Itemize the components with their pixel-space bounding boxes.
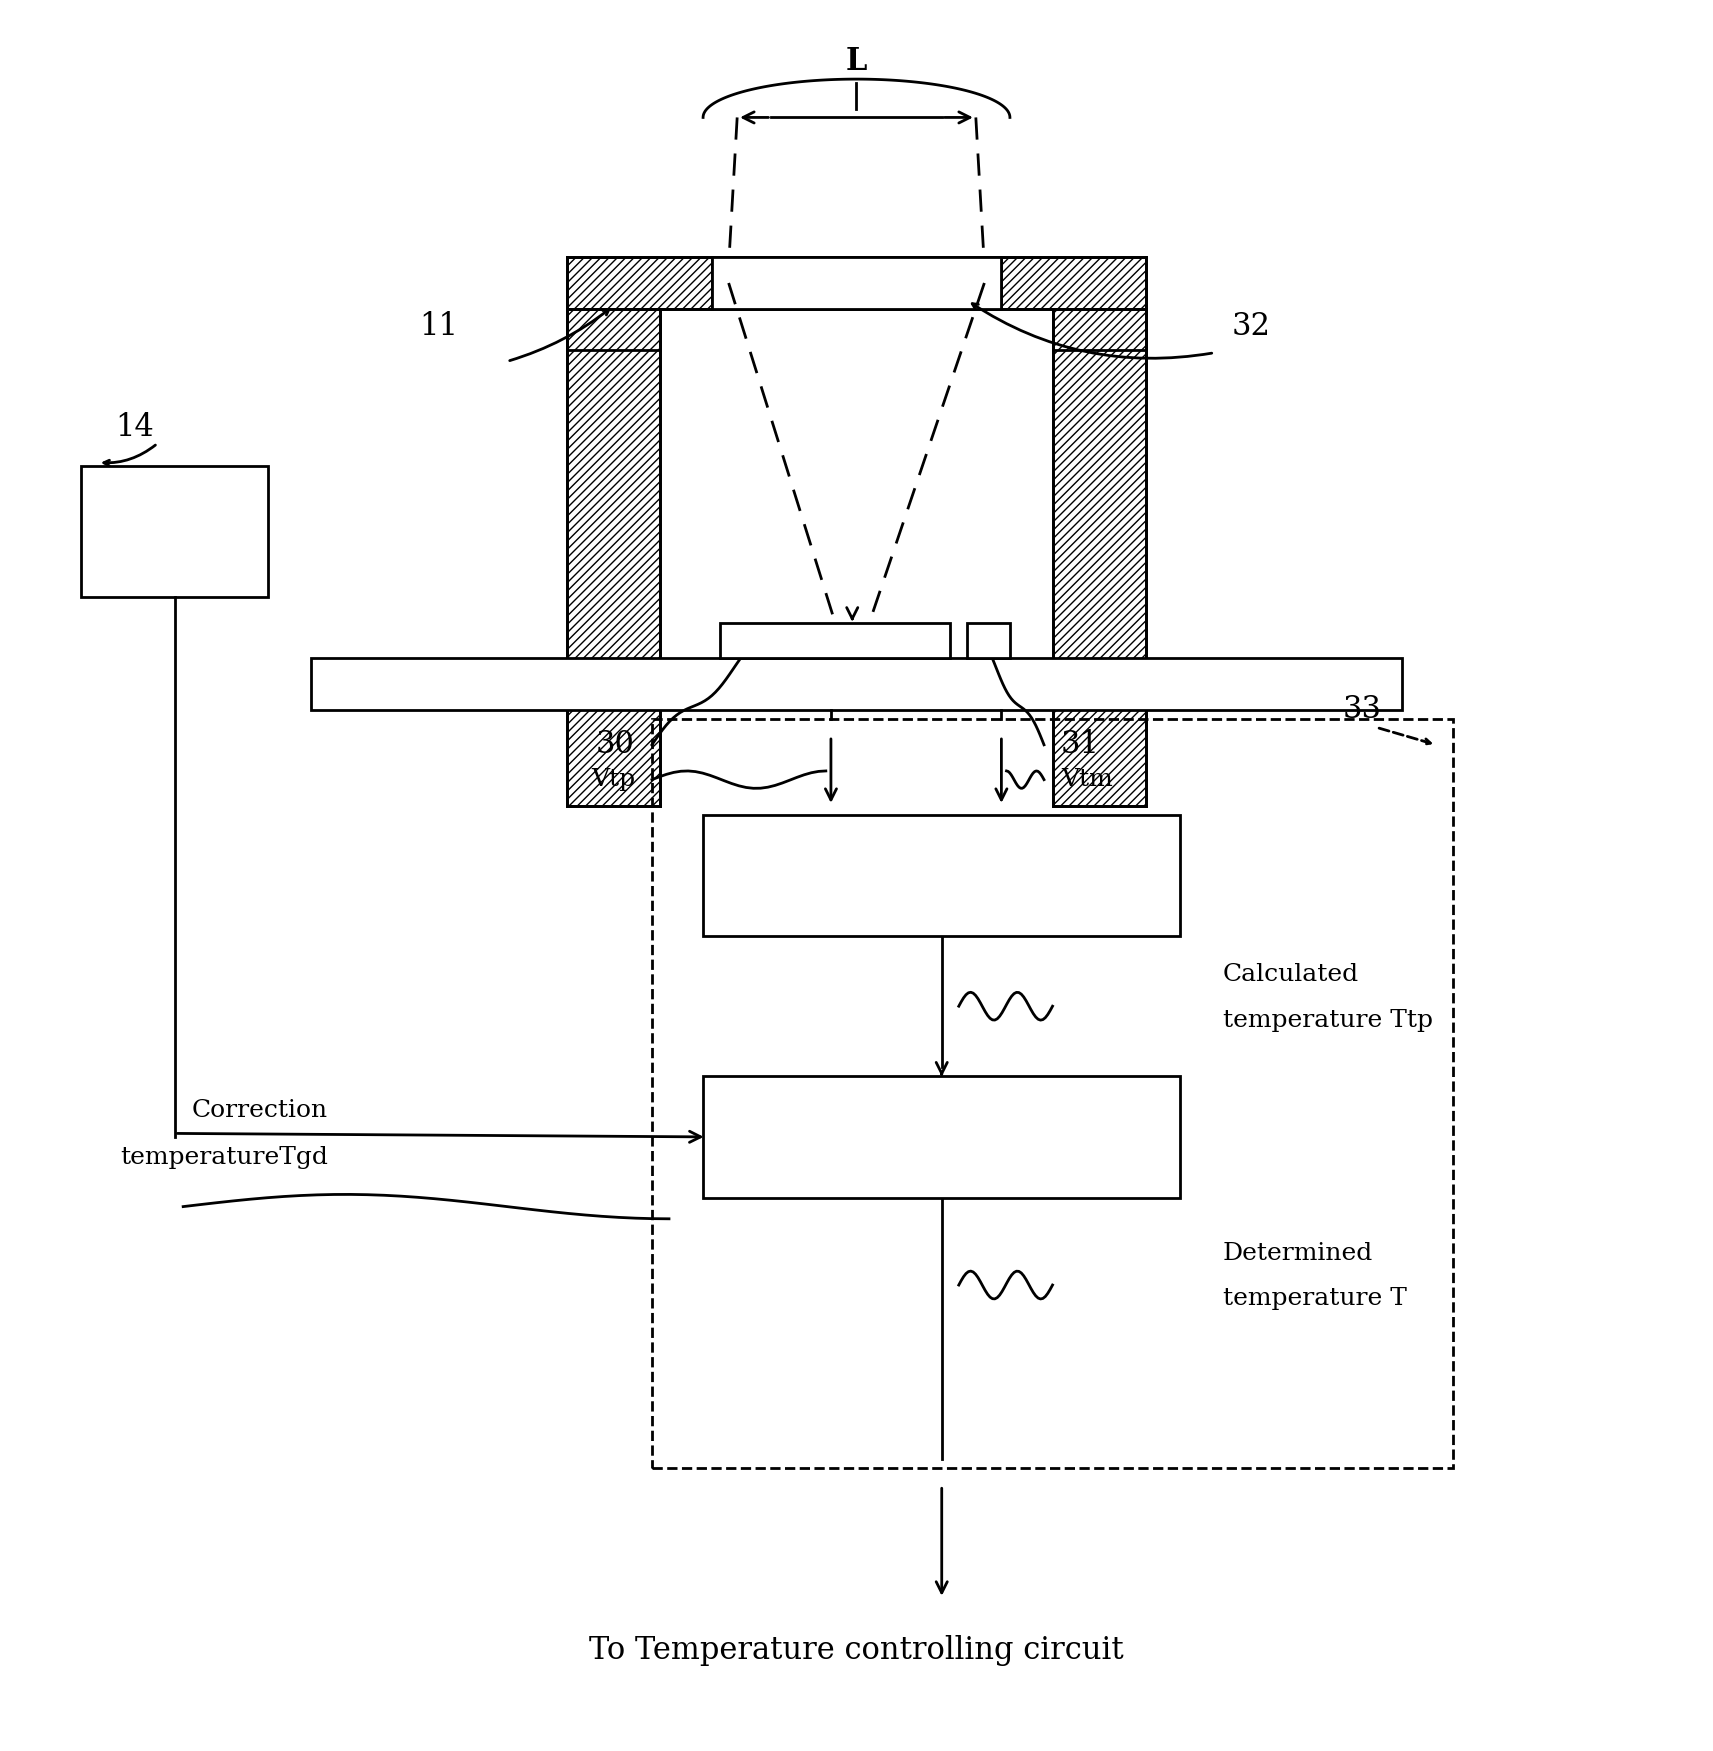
Text: Expression(1): Expression(1) (845, 861, 1038, 890)
Text: temperature Ttp: temperature Ttp (1223, 1009, 1434, 1031)
Bar (719, 623, 951, 658)
Bar (567, 284, 661, 805)
Text: Determined: Determined (1223, 1241, 1374, 1266)
Text: 11: 11 (420, 312, 459, 341)
Text: L: L (846, 46, 867, 77)
Bar (312, 658, 1401, 709)
Text: 30: 30 (596, 730, 636, 760)
Bar (81, 466, 269, 597)
Bar (968, 623, 1011, 658)
Text: 33: 33 (1343, 695, 1381, 725)
Text: temperature T: temperature T (1223, 1287, 1406, 1310)
Text: 31: 31 (1060, 730, 1100, 760)
Bar (711, 257, 1002, 310)
Bar (1002, 257, 1146, 310)
Text: Vtp: Vtp (591, 769, 636, 791)
Text: Calculated: Calculated (1223, 963, 1358, 986)
Text: Vtm: Vtm (1060, 769, 1113, 791)
Bar (1052, 284, 1146, 350)
Text: 32: 32 (1232, 312, 1271, 341)
Text: To Temperature controlling circuit: To Temperature controlling circuit (589, 1635, 1124, 1667)
Text: temperatureTgd: temperatureTgd (120, 1147, 329, 1170)
Text: Correction: Correction (192, 1100, 329, 1122)
Bar (702, 814, 1180, 937)
Bar (567, 257, 711, 310)
Text: Expression(2): Expression(2) (845, 1122, 1038, 1150)
Bar (653, 718, 1453, 1467)
Bar (567, 284, 661, 350)
Bar (702, 1075, 1180, 1198)
Bar (1052, 284, 1146, 805)
Text: 14: 14 (115, 411, 154, 443)
